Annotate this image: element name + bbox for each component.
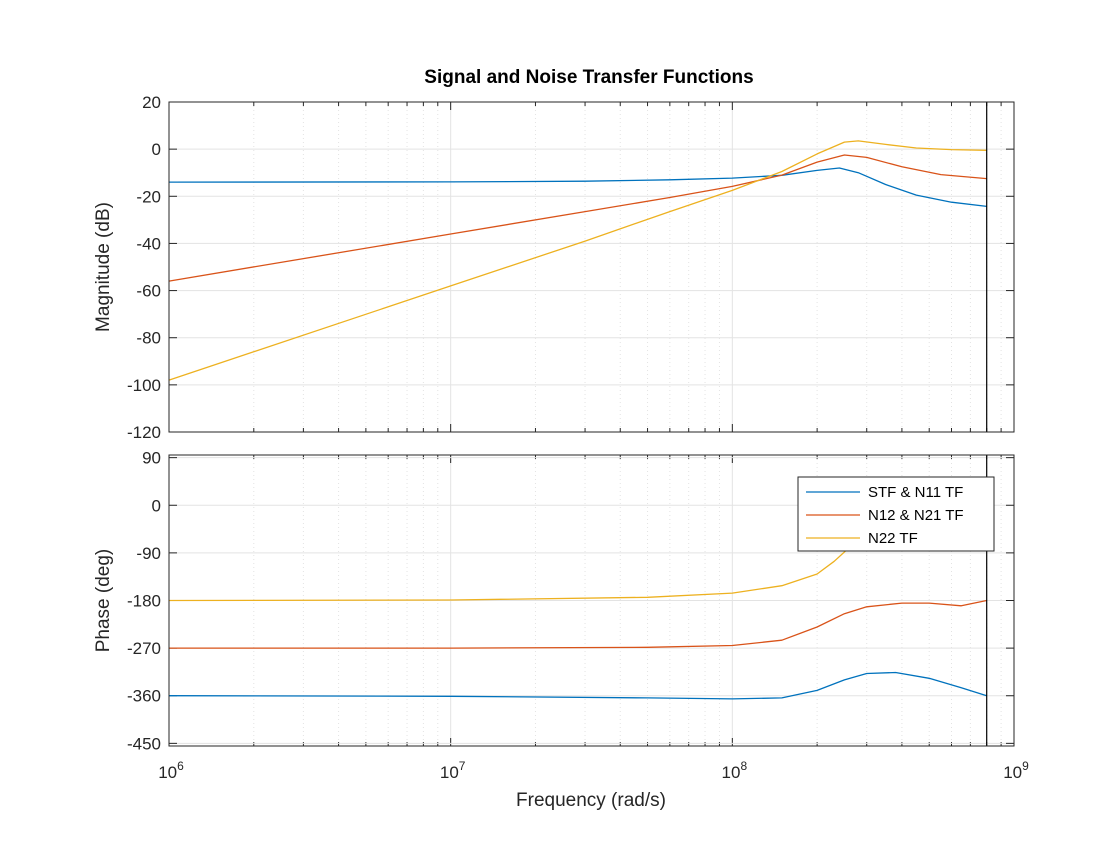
series-line-n12-n21-tf: [169, 599, 987, 649]
y-tick-label: -100: [127, 376, 161, 395]
y-tick-label: -80: [136, 329, 161, 348]
x-axis-label: Frequency (rad/s): [516, 790, 666, 811]
series-line-stf-n11-tf: [168, 671, 987, 700]
axes-box: [168, 101, 1015, 433]
series-line-n22-tf: [168, 140, 987, 381]
x-tick-label: 107: [440, 759, 466, 782]
x-tick-label: 108: [722, 759, 748, 782]
y-tick-label: -450: [127, 734, 161, 753]
y-tick-label: 20: [142, 93, 161, 112]
y-tick-label: -270: [127, 639, 161, 658]
chart-title: Signal and Noise Transfer Functions: [424, 67, 753, 88]
x-tick-label: 106: [158, 759, 184, 782]
legend-entry: N22 TF: [868, 530, 918, 547]
y-tick-label: -40: [136, 234, 161, 253]
plot-area: [169, 102, 1014, 432]
y-tick-label: 90: [142, 449, 161, 468]
y-tick-label: 0: [152, 496, 161, 515]
y-tick-label: 0: [152, 140, 161, 159]
y-tick-label: -60: [136, 282, 161, 301]
legend-entry: N12 & N21 TF: [868, 507, 964, 524]
y-tick-label: -180: [127, 592, 161, 611]
magnitude-panel: 20 0 -20 -40 -60 -80 -100 -120 Magnitude (dB): [93, 93, 1015, 442]
legend: STF & N11 TF N12 & N21 TF N22 TF: [797, 476, 995, 552]
y-axis-label: Magnitude (dB): [93, 202, 114, 332]
y-tick-label: -90: [136, 544, 161, 563]
axes-box: [168, 454, 1015, 747]
legend-box: [797, 476, 995, 552]
y-tick-label: -120: [127, 423, 161, 442]
series-line-stf-n11-tf: [168, 167, 987, 208]
x-tick-label: 109: [1003, 759, 1029, 782]
legend-entry: STF & N11 TF: [868, 484, 963, 501]
y-tick-label: -360: [127, 687, 161, 706]
series-line-n12-n21-tf: [168, 154, 987, 282]
y-axis-label: Phase (deg): [93, 549, 114, 653]
y-tick-label: -20: [136, 187, 161, 206]
series-line-n22-tf: [168, 547, 850, 602]
